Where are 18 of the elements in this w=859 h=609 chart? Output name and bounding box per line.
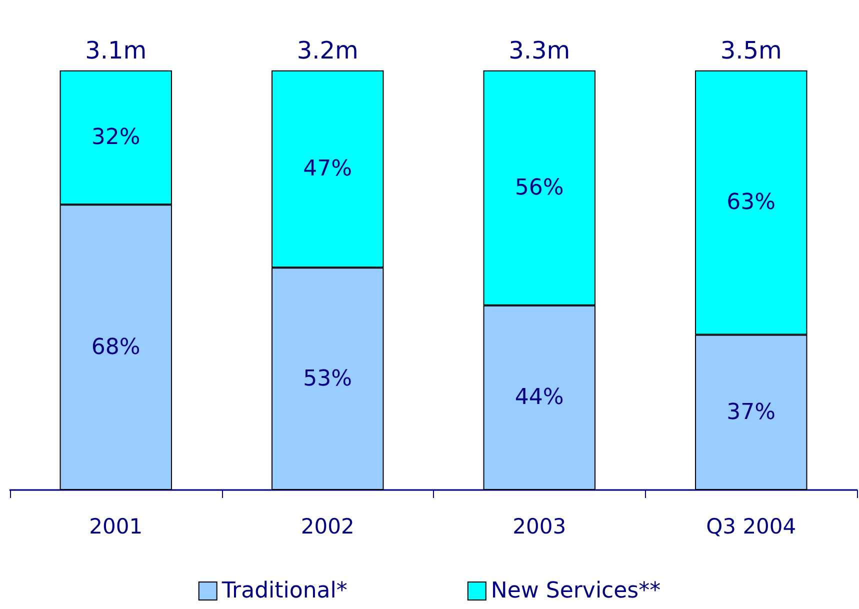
- data-label: 47%: [303, 156, 352, 182]
- annotation: 3.5m: [720, 36, 782, 64]
- x-tick-label: Q3 2004: [706, 514, 796, 538]
- data-label: 68%: [91, 334, 140, 360]
- data-label: 32%: [91, 125, 140, 150]
- data-label: 53%: [303, 366, 352, 392]
- data-label: 63%: [726, 190, 776, 216]
- annotation: 3.1m: [85, 36, 147, 64]
- data-label: 44%: [514, 385, 564, 410]
- data-label: 56%: [514, 175, 564, 200]
- x-tick-label: 2003: [512, 514, 566, 538]
- annotation: 3.2m: [296, 36, 358, 64]
- x-tick-label: 2001: [89, 514, 143, 538]
- legend-label: New Services**: [490, 578, 661, 604]
- data-label: 37%: [726, 400, 776, 425]
- legend-label: Traditional*: [220, 578, 348, 604]
- annotation: 3.3m: [508, 36, 570, 64]
- x-tick-label: 2002: [300, 514, 354, 538]
